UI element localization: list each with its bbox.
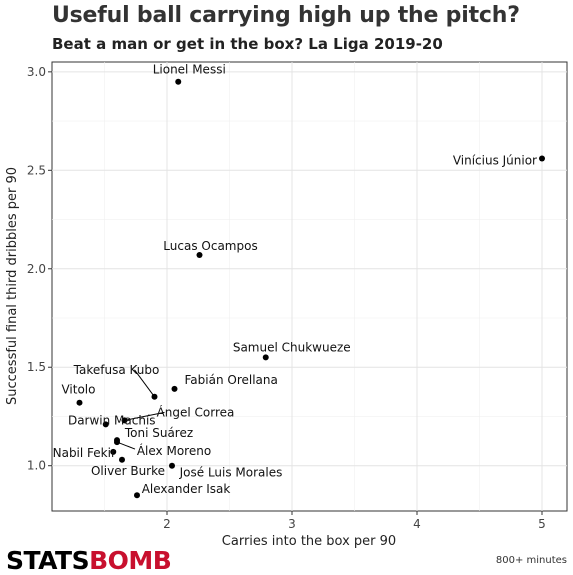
logo-stats: STATS [6,546,90,575]
grid-lines [52,62,567,511]
y-axis-label: Successful final third dribbles per 90 [5,167,20,405]
x-axis-label: Carries into the box per 90 [222,534,396,549]
point-label: Takefusa Kubo [73,363,160,377]
x-tick-label: 2 [163,517,171,531]
data-point [175,78,182,85]
point-label: Ángel Correa [157,404,235,419]
logo-bomb: BOMB [89,546,172,575]
label-leader-line [124,411,165,421]
data-point [169,462,175,469]
label-leader-line [134,369,155,398]
x-tick-label: 4 [413,517,421,531]
y-tick-label: 2.0 [27,262,46,276]
data-point [110,448,117,455]
point-label: Vinícius Júnior [453,153,537,167]
point-label: José Luis Morales [179,466,283,480]
y-tick-label: 1.0 [27,459,46,473]
data-point [262,354,269,361]
y-tick-label: 2.5 [27,163,46,177]
data-points [76,78,545,499]
label-leader-line [116,441,136,450]
point-label: Vitolo [61,383,95,397]
minutes-caption: 800+ minutes [495,555,567,566]
point-label: Nabil Fekir [53,446,116,460]
x-tick-label: 5 [538,517,546,531]
x-tick-label: 3 [288,517,296,531]
data-point [114,439,120,446]
axes: 2 3 4 5 1.0 1.5 2.0 2.5 3.0 [27,65,546,531]
data-point [102,421,109,428]
data-point [196,251,203,258]
data-point [539,155,545,162]
plot-panel [51,61,568,512]
point-label: Alexander Isak [142,482,231,496]
y-tick-label: 1.5 [27,360,46,374]
data-point [119,456,125,463]
data-point [121,417,128,424]
point-labels: Lionel Messi Vinícius Júnior Lucas Ocampos… [53,63,537,497]
point-label: Álex Moreno [137,443,211,458]
statsbomb-logo: STATSBOMB [6,546,172,575]
point-label: Fabián Orellana [185,373,278,387]
y-tick-label: 3.0 [27,65,46,79]
point-label: Lucas Ocampos [163,239,257,253]
point-label: Toni Suárez [124,426,193,440]
data-point [134,492,140,499]
chart-title: Useful ball carrying high up the pitch? [52,3,520,28]
point-label: Darwin Machís [68,413,156,427]
leader-lines [116,369,165,450]
data-point [76,399,83,406]
point-label: Samuel Chukwueze [233,340,351,354]
point-label: Oliver Burke [91,464,165,478]
data-point [151,393,158,400]
point-label: Lionel Messi [153,63,226,77]
chart-subtitle: Beat a man or get in the box? La Liga 20… [52,35,443,53]
data-point [171,385,178,392]
